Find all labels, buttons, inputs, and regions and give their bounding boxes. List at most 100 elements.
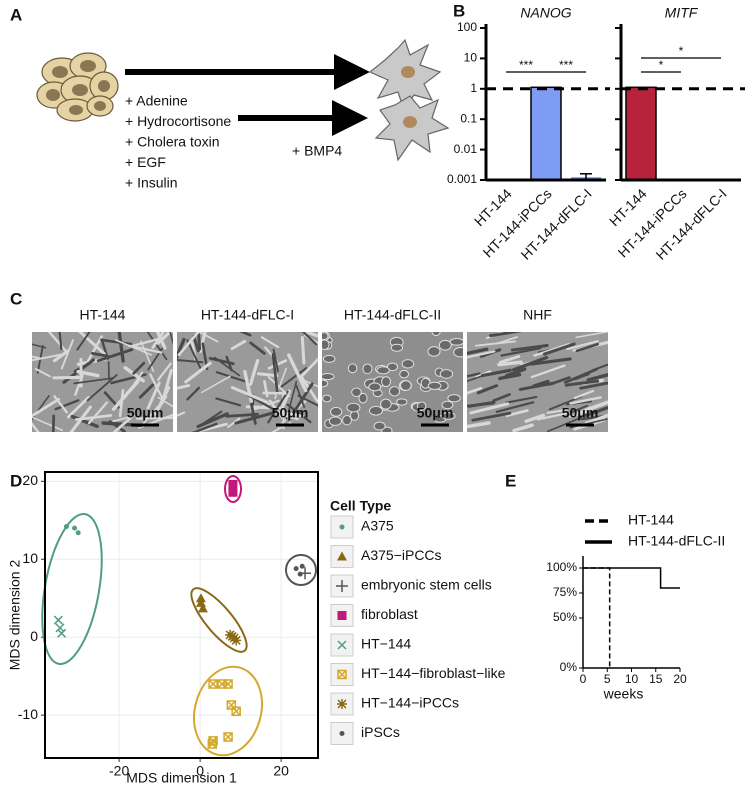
- marker: [57, 628, 67, 638]
- marker: [207, 739, 218, 749]
- cell: [575, 332, 608, 339]
- marker: [297, 571, 303, 577]
- cell: [441, 400, 454, 410]
- panel-label: A: [10, 5, 22, 24]
- cell: [386, 362, 399, 372]
- cell: [127, 344, 163, 354]
- cell: [542, 342, 576, 356]
- marker: [336, 580, 348, 592]
- point: [337, 699, 347, 709]
- cell: [201, 375, 231, 394]
- cell: [447, 394, 461, 403]
- point: [337, 640, 347, 650]
- cell: [373, 421, 386, 431]
- cell: [330, 406, 343, 417]
- cell: [322, 354, 336, 363]
- point: [72, 525, 78, 531]
- cell: [362, 363, 373, 375]
- point: [75, 530, 81, 536]
- point: [197, 603, 208, 613]
- cell: [131, 337, 160, 348]
- marker: [299, 563, 305, 569]
- x-axis-label: MDS dimension 1: [126, 770, 237, 786]
- cell: [249, 341, 266, 355]
- cell: [157, 362, 172, 381]
- y-axis-label: MDS dimension 2: [7, 560, 23, 671]
- marker: [337, 611, 347, 620]
- cell: [467, 421, 491, 429]
- cell: [76, 332, 91, 351]
- treatment: + Cholera toxin: [125, 134, 220, 150]
- image-label: HT-144-dFLC-II: [344, 307, 441, 323]
- cell: [239, 332, 252, 337]
- cell: [300, 336, 306, 365]
- cell: [186, 386, 201, 401]
- marker: [208, 679, 218, 689]
- legend-title: Cell Type: [330, 498, 391, 514]
- cell: [276, 367, 308, 391]
- y-tick-label: 0: [30, 628, 38, 644]
- cell: [533, 343, 570, 357]
- cell: [569, 409, 593, 418]
- marker: [339, 524, 345, 530]
- plot-frame: [44, 471, 319, 759]
- cell: [396, 398, 408, 406]
- cell: [467, 372, 481, 378]
- point: [228, 479, 238, 489]
- cell: [505, 396, 538, 404]
- cell: [388, 386, 401, 397]
- cell: [248, 359, 260, 386]
- cell: [197, 332, 202, 351]
- y-tick-label: 100%: [546, 560, 577, 574]
- micrograph: [467, 332, 608, 432]
- significance-label: *: [659, 58, 664, 72]
- cell: [276, 410, 304, 418]
- cell: [467, 386, 483, 395]
- image-label: HT-144-dFLC-I: [201, 307, 294, 323]
- legend-label: fibroblast: [361, 606, 418, 622]
- cell: [570, 404, 589, 414]
- scale-bar-label: 50μm: [417, 405, 454, 421]
- x-axis-label: weeks: [603, 686, 644, 702]
- cell: [400, 380, 412, 391]
- cell: [579, 381, 608, 390]
- cell: [427, 381, 442, 390]
- cell: [438, 339, 452, 351]
- scale-bar-label: 50μm: [562, 405, 599, 421]
- cell: [157, 396, 173, 408]
- scale-bar-label: 50μm: [127, 405, 164, 421]
- cell: [32, 343, 47, 349]
- cell: [297, 394, 318, 407]
- cell: [140, 395, 168, 427]
- legend-label: HT−144: [361, 636, 411, 652]
- cell: [227, 417, 241, 429]
- point: [299, 563, 305, 569]
- cell: [390, 343, 404, 352]
- cell: [66, 396, 90, 419]
- treatment: + EGF: [125, 154, 166, 170]
- cell: [177, 411, 186, 417]
- panel-label: E: [505, 471, 516, 490]
- marker: [63, 524, 69, 530]
- y-tick-label: -10: [18, 706, 38, 722]
- cell: [427, 346, 441, 357]
- x-tick-label: 5: [604, 672, 611, 686]
- cell: [197, 332, 219, 343]
- cell: [304, 380, 318, 388]
- x-tick-label: 20: [273, 763, 289, 779]
- survival-line: [583, 567, 680, 589]
- cell: [381, 376, 391, 388]
- y-tick-label: 20: [22, 472, 38, 488]
- cell: [505, 409, 529, 418]
- cell: [256, 372, 279, 378]
- legend-label: HT-144-dFLC-II: [628, 533, 725, 549]
- cell: [302, 332, 318, 346]
- cell: [368, 382, 382, 392]
- point: [336, 580, 348, 592]
- bar: [530, 86, 562, 181]
- marker: [337, 551, 347, 561]
- cell: [299, 357, 318, 378]
- cell: [342, 415, 352, 426]
- cell: [566, 340, 599, 351]
- point: [339, 524, 345, 530]
